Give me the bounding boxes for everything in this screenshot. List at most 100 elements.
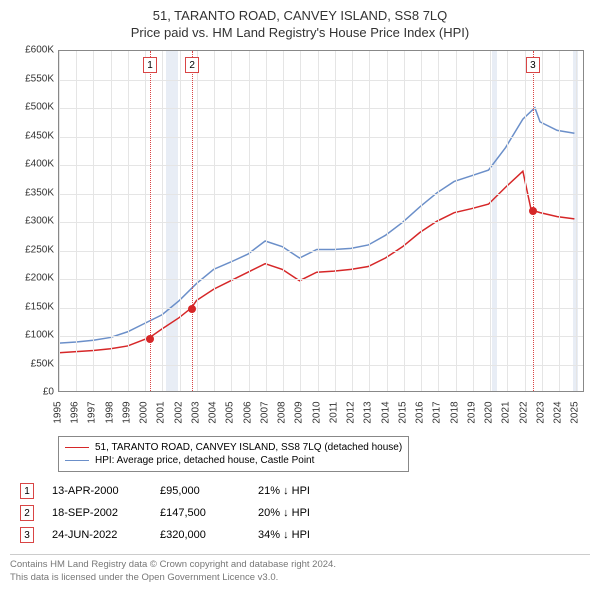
sale-marker-box: 2 <box>185 57 199 73</box>
gridline-v <box>404 51 405 391</box>
y-axis-label: £350K <box>10 187 54 198</box>
x-axis-label: 2005 <box>225 402 236 424</box>
gridline-v <box>180 51 181 391</box>
gridline-v <box>318 51 319 391</box>
gridline-v <box>438 51 439 391</box>
legend-label: HPI: Average price, detached house, Cast… <box>95 455 314 466</box>
y-axis-label: £50K <box>10 358 54 369</box>
x-axis-label: 2010 <box>311 402 322 424</box>
x-axis-label: 2003 <box>190 402 201 424</box>
gridline-h <box>59 336 583 337</box>
sale-index-box: 3 <box>20 527 34 543</box>
sale-index-box: 2 <box>20 505 34 521</box>
gridline-v <box>249 51 250 391</box>
sale-dot <box>146 335 154 343</box>
x-axis-label: 1998 <box>104 402 115 424</box>
sale-price: £320,000 <box>160 529 240 541</box>
x-axis-label: 2001 <box>156 402 167 424</box>
x-axis-label: 1995 <box>53 402 64 424</box>
x-axis-label: 2022 <box>518 402 529 424</box>
gridline-h <box>59 222 583 223</box>
legend-swatch <box>65 447 89 448</box>
x-axis-label: 2012 <box>346 402 357 424</box>
gridline-v <box>352 51 353 391</box>
legend-row: HPI: Average price, detached house, Cast… <box>65 454 402 467</box>
gridline-h <box>59 279 583 280</box>
footnote-line: Contains HM Land Registry data © Crown c… <box>10 559 590 571</box>
sale-diff: 21% ↓ HPI <box>258 485 358 497</box>
x-axis-label: 1997 <box>87 402 98 424</box>
sale-vline <box>192 51 193 391</box>
y-axis-label: £550K <box>10 73 54 84</box>
gridline-v <box>507 51 508 391</box>
gridline-v <box>473 51 474 391</box>
gridline-v <box>559 51 560 391</box>
chart-area: 123 £0£50K£100K£150K£200K£250K£300K£350K… <box>10 46 590 430</box>
y-axis-label: £250K <box>10 244 54 255</box>
plot-region: 123 <box>58 50 584 392</box>
y-axis-label: £300K <box>10 216 54 227</box>
x-axis-label: 2015 <box>397 402 408 424</box>
x-axis-label: 2007 <box>259 402 270 424</box>
gridline-v <box>283 51 284 391</box>
y-axis-label: £0 <box>10 387 54 398</box>
sale-price: £95,000 <box>160 485 240 497</box>
gridline-v <box>111 51 112 391</box>
gridline-v <box>456 51 457 391</box>
x-axis-label: 1999 <box>121 402 132 424</box>
x-axis-label: 2025 <box>570 402 581 424</box>
footnote-line: This data is licensed under the Open Gov… <box>10 572 590 584</box>
title-block: 51, TARANTO ROAD, CANVEY ISLAND, SS8 7LQ… <box>10 8 590 40</box>
sales-table: 113-APR-2000£95,00021% ↓ HPI218-SEP-2002… <box>20 480 590 546</box>
x-axis-label: 2014 <box>380 402 391 424</box>
sale-marker-box: 3 <box>526 57 540 73</box>
sales-row: 218-SEP-2002£147,50020% ↓ HPI <box>20 502 590 524</box>
x-axis-label: 2011 <box>328 402 339 424</box>
x-axis-label: 2000 <box>139 402 150 424</box>
gridline-v <box>421 51 422 391</box>
sale-date: 18-SEP-2002 <box>52 507 142 519</box>
gridline-h <box>59 194 583 195</box>
gridline-v <box>93 51 94 391</box>
sale-vline <box>533 51 534 391</box>
gridline-v <box>197 51 198 391</box>
sale-price: £147,500 <box>160 507 240 519</box>
x-axis-label: 2004 <box>208 402 219 424</box>
sale-diff: 34% ↓ HPI <box>258 529 358 541</box>
x-axis-label: 2008 <box>277 402 288 424</box>
gridline-v <box>576 51 577 391</box>
gridline-h <box>59 165 583 166</box>
x-axis-label: 2016 <box>415 402 426 424</box>
x-axis-label: 1996 <box>70 402 81 424</box>
sales-row: 324-JUN-2022£320,00034% ↓ HPI <box>20 524 590 546</box>
gridline-v <box>525 51 526 391</box>
legend-label: 51, TARANTO ROAD, CANVEY ISLAND, SS8 7LQ… <box>95 442 402 453</box>
x-axis-label: 2020 <box>484 402 495 424</box>
x-axis-label: 2018 <box>449 402 460 424</box>
y-axis-label: £400K <box>10 159 54 170</box>
gridline-h <box>59 308 583 309</box>
sales-row: 113-APR-2000£95,00021% ↓ HPI <box>20 480 590 502</box>
gridline-v <box>214 51 215 391</box>
x-axis-label: 2009 <box>294 402 305 424</box>
gridline-v <box>59 51 60 391</box>
gridline-v <box>128 51 129 391</box>
legend-row: 51, TARANTO ROAD, CANVEY ISLAND, SS8 7LQ… <box>65 441 402 454</box>
x-axis-label: 2002 <box>173 402 184 424</box>
gridline-v <box>76 51 77 391</box>
gridline-v <box>266 51 267 391</box>
x-axis-label: 2019 <box>466 402 477 424</box>
sale-date: 13-APR-2000 <box>52 485 142 497</box>
footnote: Contains HM Land Registry data © Crown c… <box>10 554 590 584</box>
y-axis-label: £500K <box>10 102 54 113</box>
chart-title: 51, TARANTO ROAD, CANVEY ISLAND, SS8 7LQ <box>10 8 590 23</box>
legend: 51, TARANTO ROAD, CANVEY ISLAND, SS8 7LQ… <box>58 436 409 472</box>
gridline-h <box>59 251 583 252</box>
gridline-h <box>59 108 583 109</box>
y-axis-label: £600K <box>10 45 54 56</box>
x-axis-label: 2021 <box>501 402 512 424</box>
x-axis-label: 2023 <box>535 402 546 424</box>
gridline-v <box>300 51 301 391</box>
gridline-h <box>59 365 583 366</box>
gridline-v <box>542 51 543 391</box>
